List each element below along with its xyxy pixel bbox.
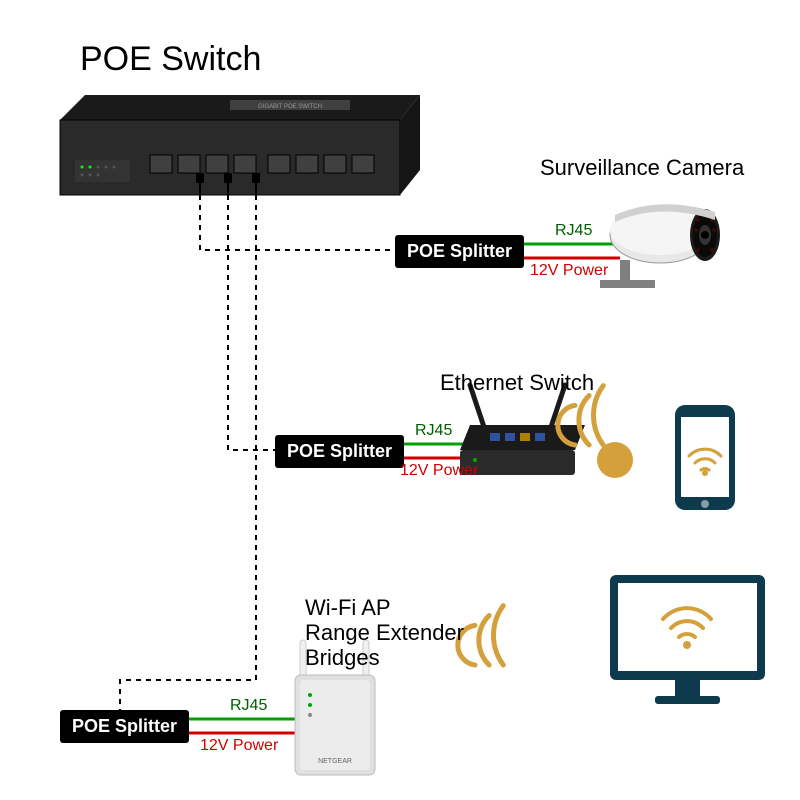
camera-label: Surveillance Camera: [540, 155, 744, 181]
monitor-icon: [610, 575, 765, 704]
rj45-label-2: RJ45: [415, 422, 452, 440]
wifi-ap-label-1: Wi-Fi AP: [305, 595, 391, 621]
poe-switch-icon: GIGABIT POE SWITCH: [60, 95, 420, 195]
power-lines: [185, 258, 620, 733]
svg-text:NETGEAR: NETGEAR: [318, 758, 352, 765]
diagram-title: POE Switch: [80, 40, 261, 79]
diagram-svg: GIGABIT POE SWITCH: [0, 0, 800, 800]
power-label-2: 12V Power: [400, 462, 478, 480]
wifi-ap-label-3: Bridges: [305, 645, 380, 671]
poe-splitter-2: POE Splitter: [275, 435, 404, 468]
rj45-label-3: RJ45: [230, 697, 267, 715]
camera-icon: [600, 204, 720, 288]
rj45-lines: [185, 244, 620, 719]
wifi-dot-icon: [597, 442, 633, 478]
eth-switch-label: Ethernet Switch: [440, 370, 594, 396]
ethernet-switch-icon: [460, 385, 585, 475]
poe-splitter-3: POE Splitter: [60, 710, 189, 743]
power-label-3: 12V Power: [200, 737, 278, 755]
switch-ports: [150, 155, 374, 173]
rj45-label-1: RJ45: [555, 222, 592, 240]
phone-icon: [675, 405, 735, 510]
power-label-1: 12V Power: [530, 262, 608, 280]
wifi-ap-label-2: Range Extender: [305, 620, 464, 646]
poe-splitter-1: POE Splitter: [395, 235, 524, 268]
svg-text:GIGABIT POE SWITCH: GIGABIT POE SWITCH: [258, 104, 322, 110]
